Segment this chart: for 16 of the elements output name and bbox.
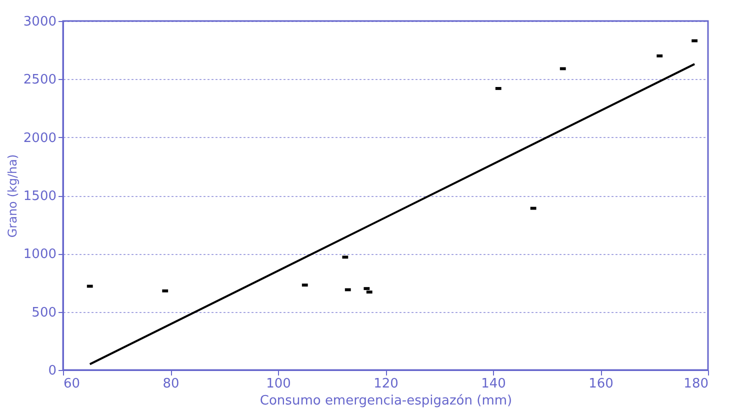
y-axis-title: Grano (kg/ha) [5,154,20,238]
y-tick-label: 1000 [23,247,56,262]
x-tick-label: 80 [162,376,180,392]
y-tick-label: 2000 [23,130,56,146]
x-tick-label: 120 [374,376,398,392]
x-tick-label: 180 [684,376,708,392]
y-tick-label: 3000 [23,14,56,30]
y-tick-label: 0 [48,364,56,378]
x-tick-label: 160 [588,376,614,392]
x-tick-label: 140 [481,376,506,392]
x-tick-label: 100 [266,376,291,392]
x-axis-title: Consumo emergencia-espigazón (mm) [260,394,512,408]
x-tick-label: 60 [64,376,80,392]
y-tick-label: 1500 [23,189,56,204]
y-tick-label: 2500 [23,72,56,88]
y-tick-label: 500 [32,305,56,320]
